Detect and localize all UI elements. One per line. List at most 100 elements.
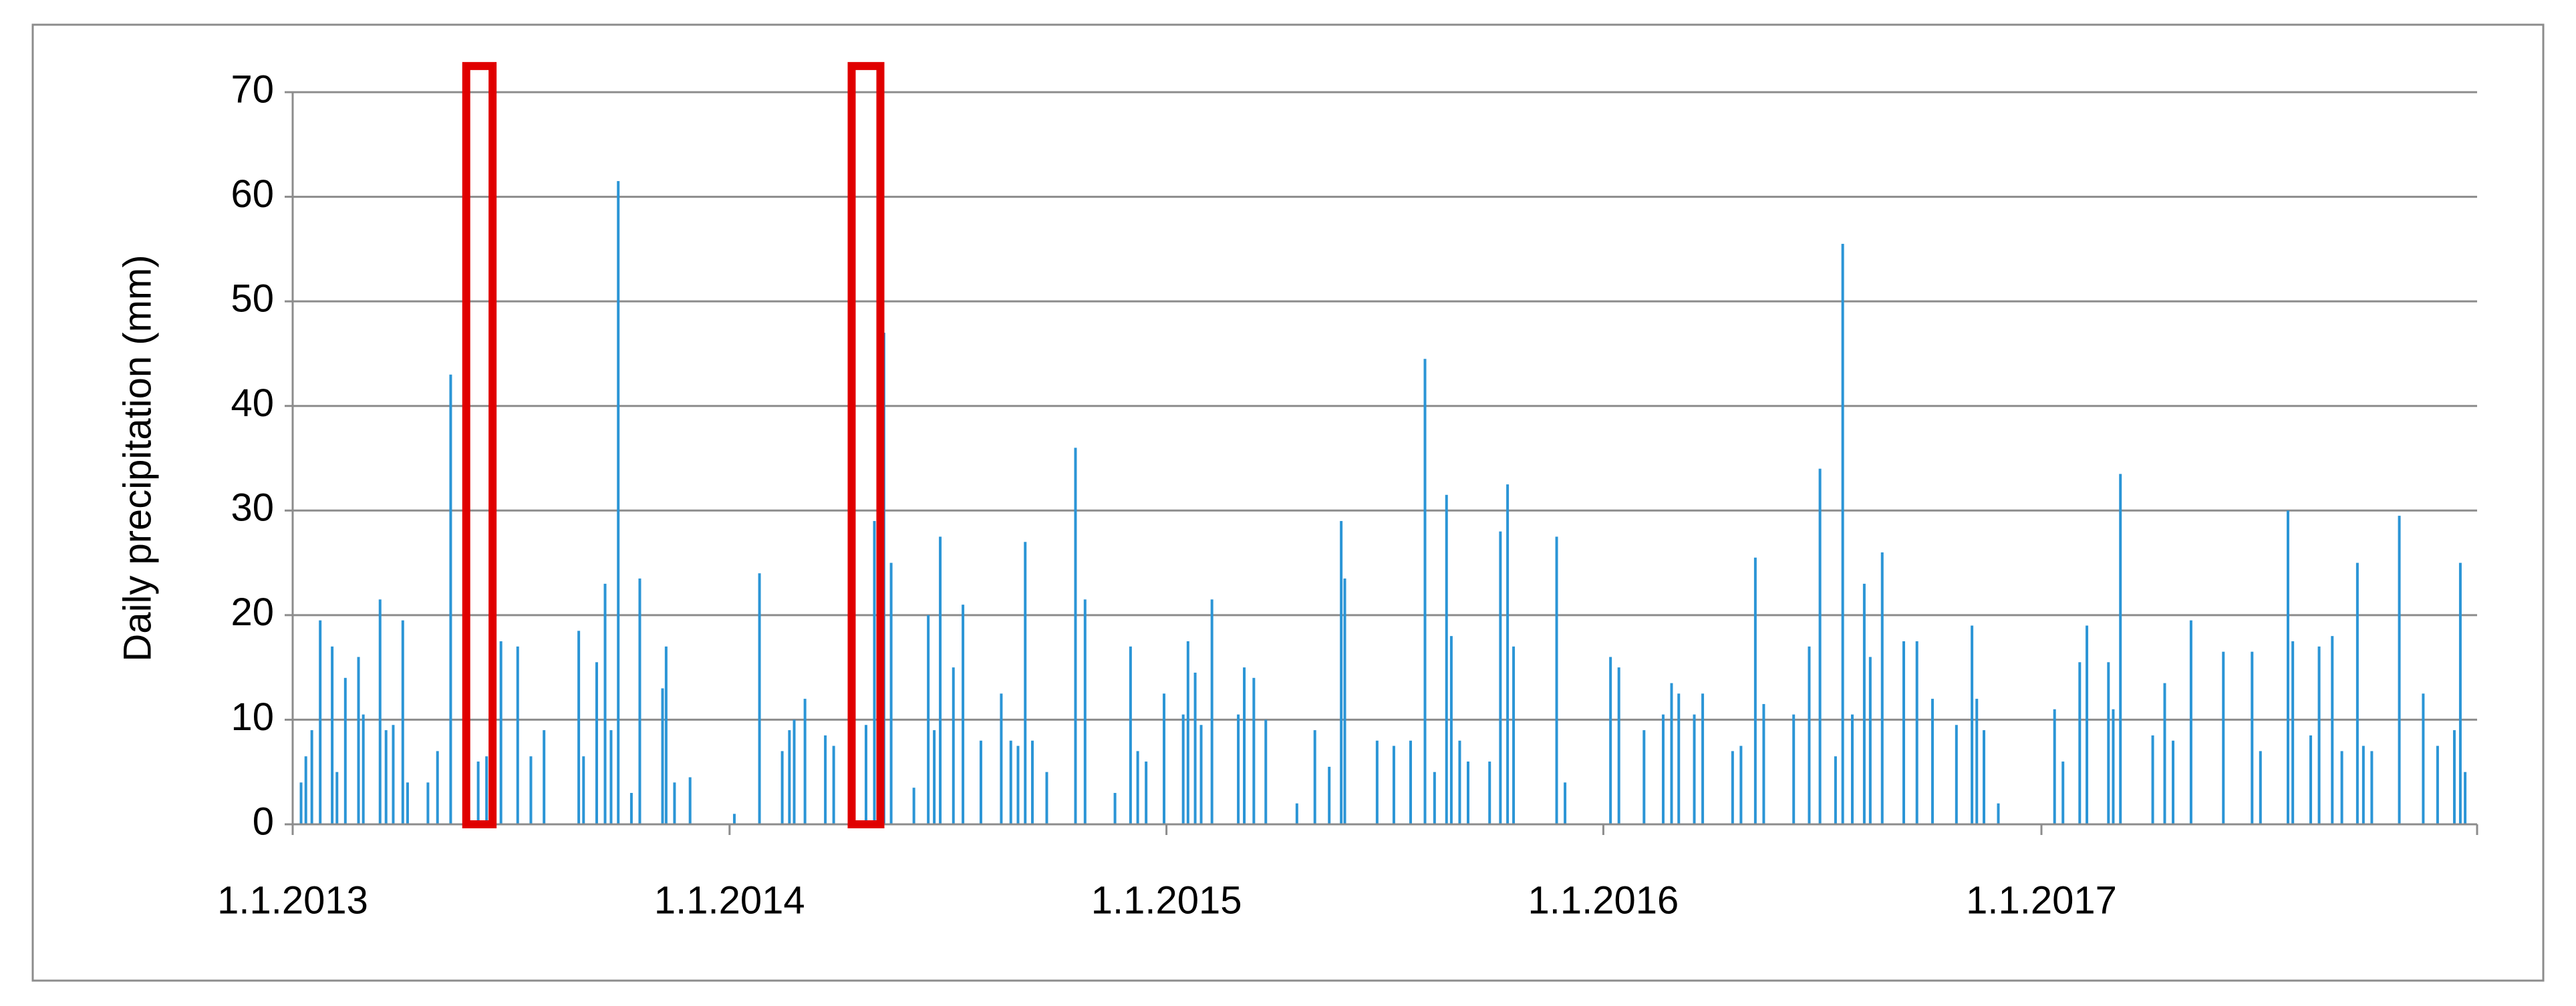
bar: [1661, 714, 1665, 824]
bar: [1818, 468, 1822, 824]
bar: [1449, 636, 1453, 824]
bar: [1199, 725, 1203, 824]
bar: [688, 777, 692, 824]
bar: [1609, 657, 1612, 824]
bar: [617, 181, 620, 825]
bar: [1409, 740, 1413, 824]
bar: [1343, 578, 1346, 824]
bar: [2340, 751, 2343, 824]
bar: [1445, 494, 1448, 824]
bar: [1555, 536, 1558, 824]
bar: [1181, 714, 1185, 824]
bar: [952, 667, 955, 824]
bar: [927, 615, 930, 824]
bar: [780, 751, 784, 824]
bar: [638, 578, 641, 824]
bar: [319, 620, 322, 824]
bar: [793, 719, 796, 824]
bar: [1264, 719, 1268, 824]
bar: [939, 536, 942, 824]
x-tick-label: 1.1.2013: [217, 878, 368, 922]
y-tick-label: 60: [231, 172, 274, 216]
bar: [2078, 662, 2082, 824]
bar: [1328, 766, 1331, 824]
bar: [1313, 730, 1316, 824]
bar: [577, 631, 581, 824]
bar: [595, 662, 598, 824]
bar: [1670, 683, 1673, 824]
bar: [1458, 740, 1461, 824]
bar: [406, 782, 409, 824]
bar: [1834, 756, 1837, 824]
bar: [2436, 745, 2439, 824]
bar: [1868, 657, 1872, 824]
bar: [485, 756, 488, 824]
highlight-box: [462, 61, 497, 828]
bar: [2422, 693, 2425, 824]
bar: [803, 699, 807, 824]
bar: [449, 374, 452, 824]
bar: [2309, 735, 2313, 824]
bar: [1016, 745, 1020, 824]
bar: [788, 730, 791, 824]
bar: [1955, 725, 1958, 824]
bar: [2112, 709, 2115, 824]
bar: [2053, 709, 2056, 824]
bar: [357, 657, 360, 824]
y-tick-label: 30: [231, 486, 274, 530]
bar: [343, 677, 347, 824]
bar: [2163, 683, 2166, 824]
bar: [2251, 651, 2254, 824]
bar: [499, 641, 503, 824]
bar: [1983, 730, 1986, 824]
bar: [1880, 552, 1884, 824]
bar: [1113, 793, 1117, 824]
bar: [1163, 693, 1166, 824]
bar: [2086, 625, 2089, 824]
bar: [1739, 745, 1743, 824]
bar: [529, 756, 533, 824]
bar: [1792, 714, 1796, 824]
bar: [1030, 740, 1034, 824]
bar: [2291, 641, 2295, 824]
bar: [2370, 751, 2374, 824]
bar: [1564, 782, 1567, 824]
x-tick-label: 1.1.2017: [1966, 878, 2117, 922]
bar: [401, 620, 404, 824]
bar: [543, 730, 546, 824]
bar: [1423, 359, 1427, 824]
y-tick-label: 0: [253, 800, 274, 843]
bar: [299, 782, 303, 824]
bar: [2362, 745, 2365, 824]
bar: [1210, 599, 1213, 824]
bar: [1129, 646, 1132, 824]
bar: [758, 573, 761, 824]
bar: [912, 788, 915, 824]
bar: [476, 762, 480, 824]
bar: [2398, 516, 2401, 824]
bar: [1693, 714, 1696, 824]
bar: [362, 714, 365, 824]
bar: [310, 730, 313, 824]
bar: [1193, 672, 1197, 824]
bar: [1997, 803, 2000, 824]
bar: [889, 562, 893, 824]
bar: [331, 646, 334, 824]
bar: [1642, 730, 1646, 824]
bar: [516, 646, 519, 824]
bar: [2355, 562, 2359, 824]
bar: [1024, 542, 1027, 824]
bar: [1083, 599, 1087, 824]
bar: [962, 605, 965, 824]
bar: [1850, 714, 1854, 824]
bar: [436, 751, 439, 824]
bar: [2452, 730, 2456, 824]
bar: [824, 735, 827, 824]
bar: [1753, 557, 1757, 824]
bar: [1731, 751, 1734, 824]
bar: [2189, 620, 2192, 824]
bar: [2107, 662, 2110, 824]
chart-frame: [31, 23, 2545, 982]
bar: [2286, 510, 2289, 824]
bar: [2259, 751, 2262, 824]
